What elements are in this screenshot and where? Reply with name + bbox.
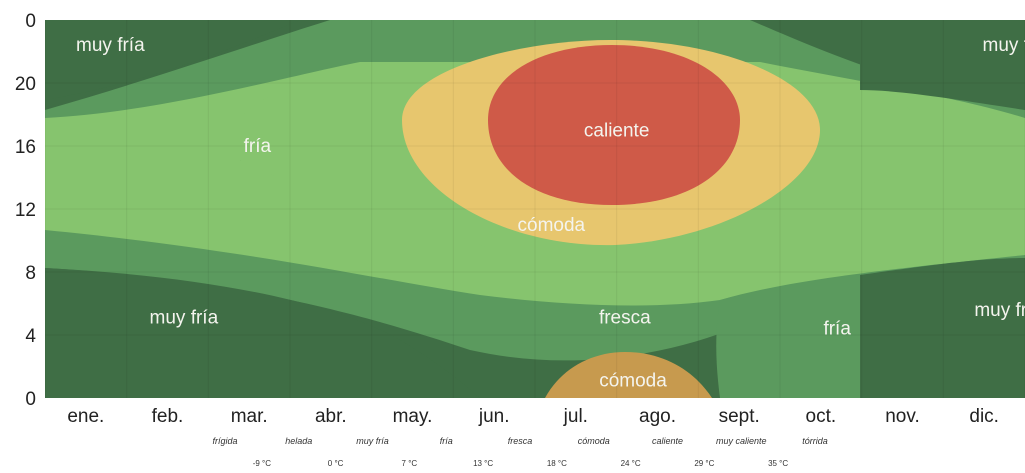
legend-category: cómoda: [578, 436, 610, 446]
x-tick-label: ene.: [67, 406, 104, 427]
region-label: muy fría: [974, 300, 1025, 321]
region-label: muy fría: [983, 35, 1025, 56]
band-muy-fria-top-left: [45, 20, 300, 100]
region-label: muy fría: [150, 308, 219, 329]
y-tick-label: 12: [15, 200, 36, 221]
region-label: fresca: [599, 308, 651, 329]
region-label: caliente: [584, 120, 650, 141]
x-tick-label: feb.: [152, 406, 184, 427]
temperature-legend: frígida helada muy fría fría fresca cómoda cal…: [212, 436, 827, 468]
region-label: fría: [823, 319, 851, 340]
x-tick-label: dic.: [969, 406, 999, 427]
x-tick-label: may.: [393, 406, 433, 427]
legend-category: muy fría: [356, 436, 389, 446]
x-tick-label: sept.: [719, 406, 760, 427]
band-fria-bottom-right: [716, 275, 860, 398]
x-tick-label: jun.: [478, 406, 510, 427]
x-tick-label: ago.: [639, 406, 676, 427]
y-tick-label: 0: [25, 389, 36, 410]
plot-area: [45, 20, 1025, 398]
region-label: fría: [244, 136, 272, 157]
y-axis: 0 4 8 12 16 20 0: [15, 11, 37, 410]
x-tick-label: oct.: [806, 406, 837, 427]
band-muy-fria-top-right: [860, 20, 1025, 110]
legend-category: tórrida: [802, 436, 828, 446]
x-tick-label: nov.: [885, 406, 920, 427]
band-muy-fria-bottom-right: [860, 258, 1025, 398]
region-labels: muy fría muy fría fría caliente cómoda muy fr…: [76, 35, 1025, 391]
region-label: cómoda: [518, 215, 586, 236]
y-tick-label: 20: [15, 74, 36, 95]
y-tick-label: 16: [15, 137, 36, 158]
legend-category: caliente: [652, 436, 683, 446]
y-tick-label: 8: [25, 263, 36, 284]
band-muy-fria-bottom-left: [45, 268, 480, 398]
legend-category: fría: [440, 436, 453, 446]
legend-temperature: 29 °C: [694, 459, 714, 468]
region-label: cómoda: [599, 371, 667, 392]
y-tick-label: 0: [25, 11, 36, 32]
x-axis: ene. feb. mar. abr. may. jun. jul. ago. sept. oct…: [67, 406, 999, 427]
legend-temperature: 13 °C: [473, 459, 493, 468]
legend-temperature: 0 °C: [328, 459, 344, 468]
legend-category: fresca: [508, 436, 533, 446]
grid-lines: [45, 20, 1025, 398]
x-tick-label: mar.: [231, 406, 268, 427]
y-tick-label: 4: [25, 326, 36, 347]
legend-category: helada: [285, 436, 312, 446]
x-tick-label: jul.: [563, 406, 588, 427]
x-tick-label: abr.: [315, 406, 347, 427]
legend-temperature: 18 °C: [547, 459, 567, 468]
legend-category: muy caliente: [716, 436, 767, 446]
band-caliente: [488, 45, 740, 205]
legend-temperature: 24 °C: [621, 459, 641, 468]
band-comoda-bottom: [545, 352, 712, 398]
legend-temperature: 7 °C: [402, 459, 418, 468]
region-label: muy fría: [76, 35, 145, 56]
legend-category: frígida: [212, 436, 237, 446]
legend-temperature: 35 °C: [768, 459, 788, 468]
legend-temperature: -9 °C: [253, 459, 272, 468]
